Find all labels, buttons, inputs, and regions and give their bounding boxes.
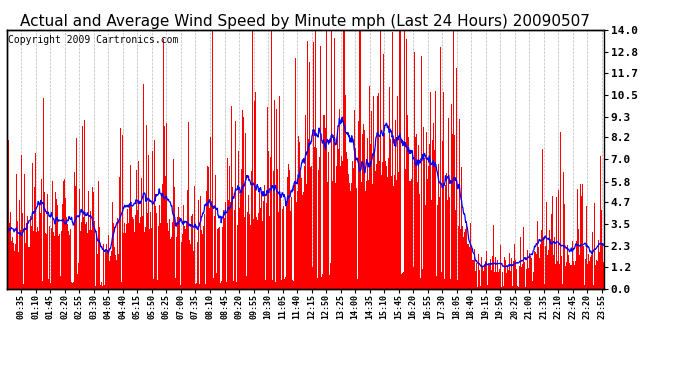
Title: Actual and Average Wind Speed by Minute mph (Last 24 Hours) 20090507: Actual and Average Wind Speed by Minute … [21,14,590,29]
Text: Copyright 2009 Cartronics.com: Copyright 2009 Cartronics.com [8,35,179,45]
